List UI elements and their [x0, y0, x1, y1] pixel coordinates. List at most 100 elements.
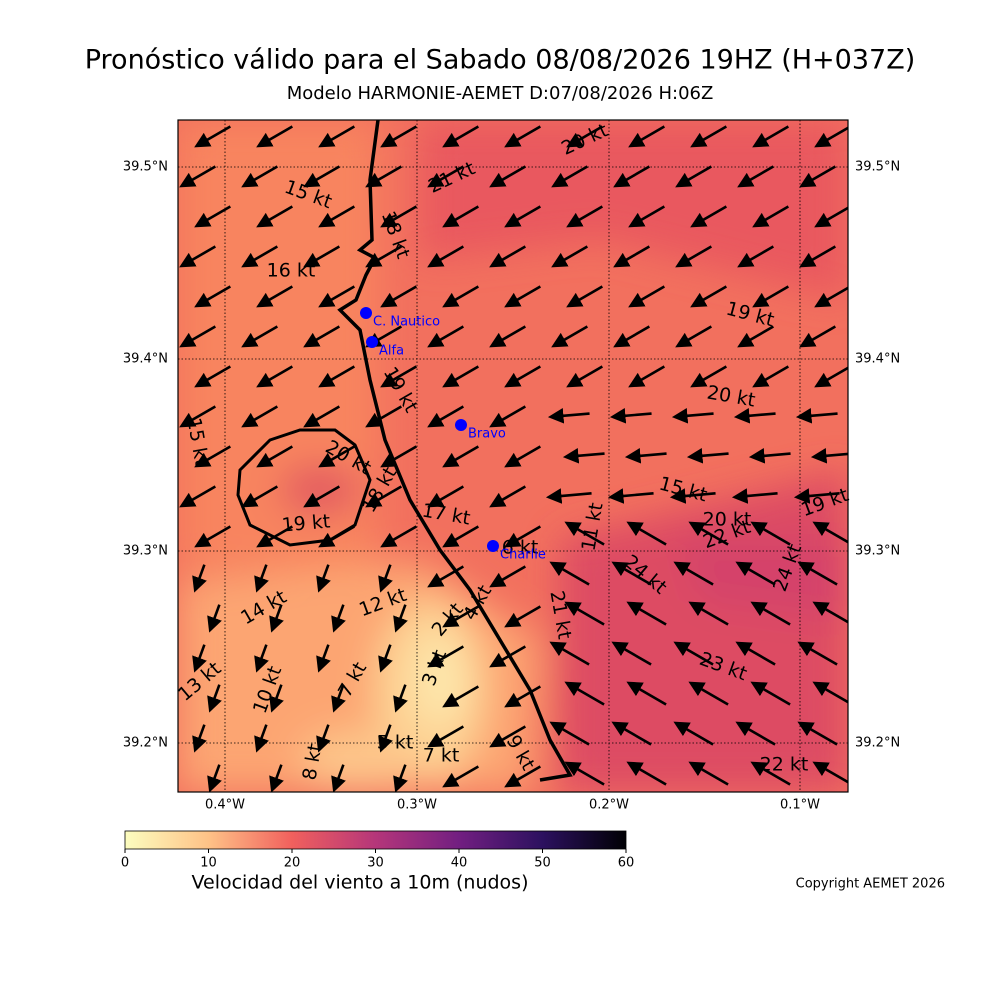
wind-arrow — [489, 165, 526, 188]
wind-arrow — [551, 165, 588, 188]
wind-arrow — [566, 285, 603, 308]
wind-arrow — [318, 285, 355, 308]
wind-arrow — [752, 205, 789, 228]
wind-arrow — [489, 725, 526, 748]
longitude-label: 0.3°W — [397, 798, 437, 813]
wind-arrow — [393, 604, 408, 633]
latitude-label: 39.3°N — [855, 544, 900, 559]
wind-arrow — [812, 601, 848, 624]
wind-arrow — [613, 245, 650, 268]
wind-arrow — [442, 765, 479, 788]
wind-arrow — [504, 365, 541, 388]
latitude-label: 39.4°N — [855, 352, 900, 367]
wind-arrow — [318, 445, 355, 468]
wind-arrow — [562, 448, 605, 464]
wind-arrow — [303, 325, 340, 348]
contour-label: 6 kt — [502, 537, 539, 559]
station-label: C. Nautico — [373, 315, 440, 330]
wind-arrow — [752, 125, 789, 148]
wind-arrow — [752, 285, 789, 308]
wind-arrow — [551, 245, 588, 268]
contour-label: 22 kt — [760, 754, 809, 776]
wind-arrow — [564, 521, 605, 546]
wind-arrow — [331, 764, 346, 792]
wind-arrow — [750, 761, 791, 786]
wind-arrow — [731, 488, 778, 504]
wind-arrow — [735, 561, 776, 586]
wind-arrow — [690, 285, 727, 308]
wind-arrow — [549, 641, 590, 666]
wind-arrow — [316, 564, 331, 593]
wind-arrow — [442, 685, 479, 708]
colorbar-tick-label: 20 — [284, 856, 301, 871]
wind-arrow — [194, 285, 231, 308]
wind-arrow — [380, 205, 417, 228]
wind-arrow — [442, 205, 479, 228]
latitude-label: 39.3°N — [123, 544, 168, 559]
boundary — [236, 428, 372, 547]
wind-arrow — [609, 408, 652, 424]
wind-arrow — [675, 245, 712, 268]
wind-arrow — [194, 525, 231, 548]
wind-arrow — [427, 725, 464, 748]
wind-arrow — [489, 565, 526, 588]
wind-arrow — [256, 365, 293, 388]
wind-arrow — [442, 605, 479, 628]
wind-arrow — [607, 488, 654, 504]
wind-arrow — [566, 125, 603, 148]
wind-arrow — [504, 125, 541, 148]
wind-arrow — [566, 205, 603, 228]
wind-arrow — [378, 644, 393, 673]
wind-arrow — [442, 285, 479, 308]
wind-arrow — [331, 684, 346, 713]
wind-arrow — [427, 405, 464, 428]
wind-arrow — [688, 761, 729, 786]
longitude-label: 0.4°W — [205, 798, 245, 813]
station-label: Bravo — [468, 427, 506, 442]
wind-arrow — [269, 604, 284, 633]
wind-arrow — [303, 245, 340, 268]
wind-arrow — [269, 684, 284, 713]
wind-arrow — [812, 521, 848, 544]
wind-arrow — [797, 641, 838, 666]
wind-arrow — [489, 245, 526, 268]
title: Pronóstico válido para el Sabado 08/08/2… — [85, 45, 916, 76]
wind-arrow — [795, 408, 838, 424]
wind-arrow — [504, 765, 541, 788]
latitude-label: 39.2°N — [855, 736, 900, 751]
wind-arrow — [733, 408, 776, 424]
wind-arrow — [489, 325, 526, 348]
wind-arrow — [504, 445, 541, 468]
wind-arrow — [318, 125, 355, 148]
wind-arrow — [256, 445, 293, 468]
wind-arrow — [673, 641, 714, 666]
contour-label: 19 kt — [281, 510, 331, 536]
wind-arrow — [814, 286, 848, 308]
wind-arrow — [814, 366, 848, 388]
contour-label: 20 kt — [703, 509, 752, 531]
wind-arrow — [192, 644, 207, 673]
colorbar-tick-label: 30 — [367, 856, 384, 871]
colorbar-tick-label: 40 — [451, 856, 468, 871]
wind-arrow — [812, 681, 848, 704]
wind-arrow — [427, 165, 464, 188]
wind-arrow — [241, 485, 278, 508]
wind-arrow — [564, 761, 605, 786]
wind-arrow — [671, 408, 714, 424]
wind-arrow — [551, 325, 588, 348]
wind-arrow — [194, 445, 231, 468]
wind-arrow — [611, 641, 652, 666]
contour-label: 16 kt — [267, 260, 316, 282]
wind-arrow — [254, 724, 269, 753]
wind-arrow — [737, 165, 774, 188]
wind-arrow — [179, 245, 216, 268]
wind-arrow — [269, 764, 284, 792]
wind-arrow — [256, 525, 293, 548]
latitude-label: 39.2°N — [123, 736, 168, 751]
wind-arrow — [735, 721, 776, 746]
wind-arrow — [241, 245, 278, 268]
wind-arrow — [427, 325, 464, 348]
wind-arrow — [504, 525, 541, 548]
graticule — [178, 120, 848, 792]
